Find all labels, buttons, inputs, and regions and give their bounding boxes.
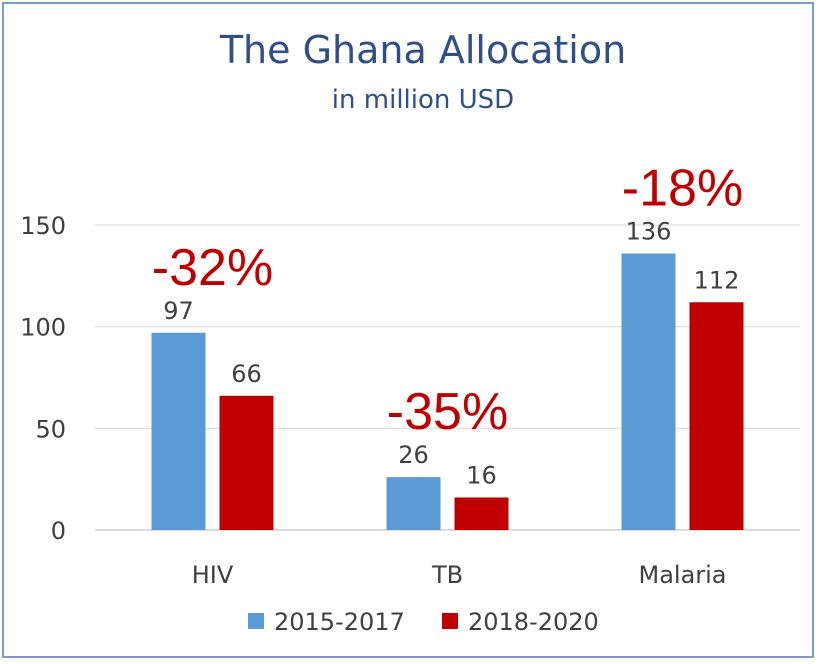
chart-subtitle: in million USD [332, 85, 514, 115]
percent-change-label: -32% [152, 239, 273, 297]
percent-change-label: -35% [387, 383, 508, 441]
x-tick-label: Malaria [638, 561, 726, 589]
legend-label: 2018-2020 [468, 608, 599, 636]
gridlines [95, 224, 800, 531]
data-label: 97 [163, 297, 194, 325]
x-axis-ticks: HIV TB Malaria [192, 561, 727, 589]
y-axis-ticks: 0 50 100 150 [20, 212, 66, 545]
bar-malaria-2015-2017 [621, 253, 676, 530]
data-label: 66 [231, 360, 262, 388]
y-tick-label: 100 [20, 314, 66, 342]
legend-swatch [248, 613, 264, 629]
legend-label: 2015-2017 [274, 608, 405, 636]
bars: 97 66 -32% 26 16 -35% 136 112 -18% [151, 159, 744, 530]
bar-hiv-2018-2020 [219, 395, 274, 530]
bar-malaria-2018-2020 [689, 302, 744, 530]
x-tick-label: TB [431, 561, 463, 589]
data-label: 26 [398, 441, 429, 469]
legend: 2015-2017 2018-2020 [248, 608, 599, 636]
y-tick-label: 50 [35, 415, 66, 443]
percent-change-label: -18% [622, 159, 743, 217]
data-label: 112 [694, 266, 740, 294]
chart-title: The Ghana Allocation [219, 28, 626, 72]
data-label: 136 [626, 217, 672, 245]
y-tick-label: 0 [51, 517, 66, 545]
bar-tb-2015-2017 [386, 477, 441, 530]
legend-swatch [442, 613, 458, 629]
y-tick-label: 150 [20, 212, 66, 240]
data-label: 16 [466, 461, 497, 489]
chart-frame [2, 2, 814, 658]
x-tick-label: HIV [192, 561, 234, 589]
bar-hiv-2015-2017 [151, 332, 206, 530]
bar-tb-2018-2020 [454, 497, 509, 530]
